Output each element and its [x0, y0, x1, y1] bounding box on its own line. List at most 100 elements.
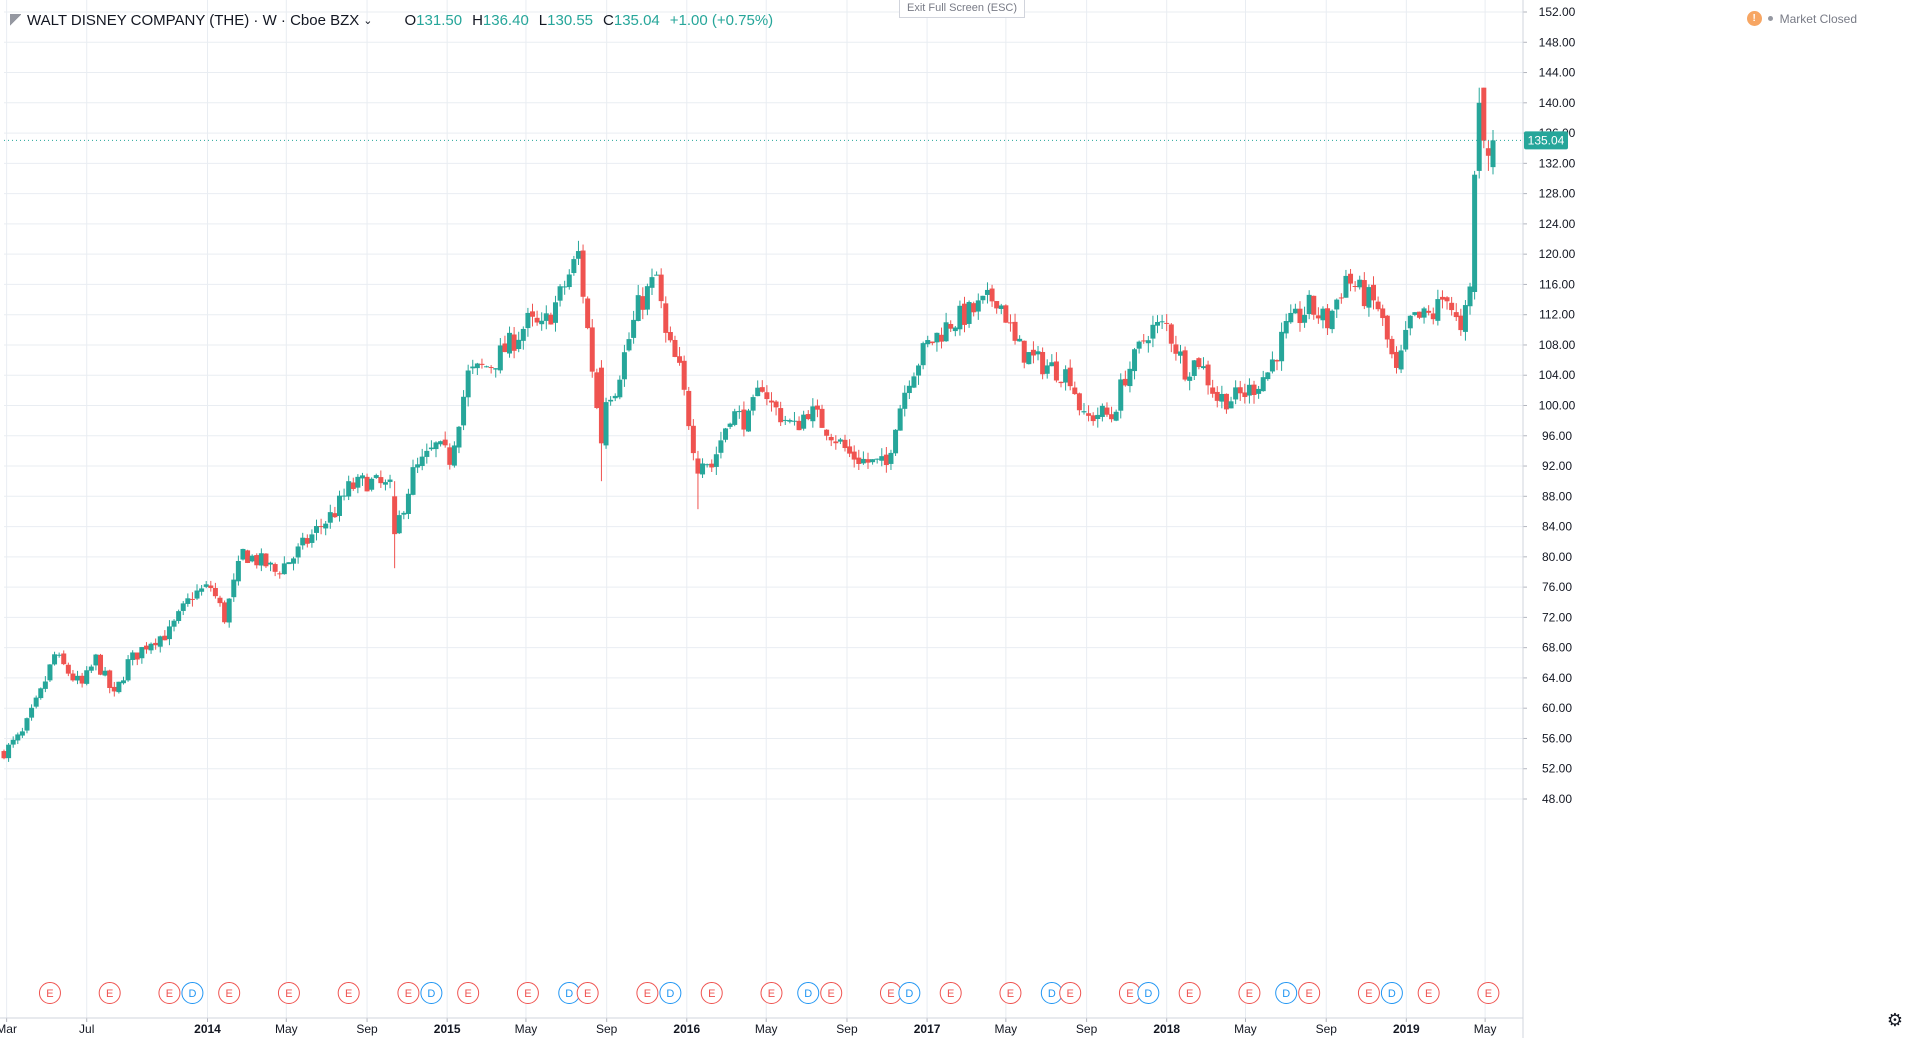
candle-body	[507, 332, 513, 354]
candle-body	[1476, 102, 1482, 171]
time-tick-label: 2016	[673, 1022, 700, 1036]
candle-body	[442, 439, 448, 446]
candle-body	[916, 365, 922, 376]
candle-body	[75, 675, 81, 681]
event-marker-label: E	[1485, 988, 1492, 1000]
candle-body	[525, 312, 531, 329]
candle-body	[120, 680, 126, 684]
symbol-name[interactable]: WALT DISNEY COMPANY (THE) · W · Cboe BZX	[27, 11, 360, 29]
price-tick-label: 96.00	[1542, 429, 1572, 443]
candle-body	[1444, 297, 1450, 302]
candle-body	[1086, 413, 1092, 416]
event-marker-label: E	[46, 988, 53, 1000]
time-tick-label: Jul	[79, 1022, 94, 1036]
collapse-icon[interactable]	[10, 14, 21, 26]
price-tick-label: 52.00	[1542, 762, 1572, 776]
candle-body	[819, 408, 825, 428]
warning-icon[interactable]: !	[1746, 11, 1762, 26]
candle-body	[1205, 364, 1211, 386]
candle-body	[88, 666, 94, 671]
earnings-marker	[457, 982, 480, 1004]
candle-body	[1007, 322, 1013, 324]
candle-body	[1320, 308, 1326, 321]
candle-body	[1132, 349, 1138, 372]
candle-body	[911, 376, 917, 388]
event-marker-label: E	[285, 988, 292, 1000]
candle-body	[755, 387, 761, 397]
candle-body	[336, 495, 342, 516]
candle-body	[649, 277, 655, 288]
symbol-legend: WALT DISNEY COMPANY (THE) · W · Cboe BZX…	[0, 8, 773, 32]
candle-body	[1063, 369, 1069, 383]
candle-body	[1113, 411, 1119, 421]
candle-body	[612, 395, 618, 399]
candle-body	[1306, 294, 1312, 315]
candle-body	[998, 305, 1004, 309]
event-marker-label: D	[427, 988, 435, 1000]
earnings-marker	[939, 982, 962, 1004]
open-value: 131.50	[416, 11, 463, 29]
price-tick-label: 120.00	[1539, 247, 1576, 261]
candle-body	[1017, 338, 1023, 342]
candle-body	[258, 553, 264, 566]
candle-body	[782, 419, 788, 421]
candle-body	[401, 512, 407, 515]
price-tick-label: 64.00	[1542, 671, 1572, 685]
price-axis: 48.00 52.00 56.00 60.00 64.00 68.00 72.00 76.00…	[4, 0, 1576, 1038]
candle-body	[1090, 415, 1096, 422]
candle-body	[47, 664, 53, 681]
price-tick-label: 72.00	[1542, 610, 1572, 624]
candle-body	[327, 512, 333, 523]
candle-body	[764, 392, 770, 400]
candle-body	[1343, 275, 1349, 298]
price-tick-label: 116.00	[1539, 277, 1575, 291]
earnings-marker	[218, 982, 241, 1004]
candle-body	[1012, 321, 1018, 341]
candle-body	[1325, 308, 1331, 329]
candle-body	[562, 286, 568, 288]
candle-body	[1472, 174, 1478, 292]
candle-body	[768, 400, 774, 403]
time-tick-label: 2014	[194, 1022, 221, 1036]
candle-body	[801, 414, 807, 429]
low-label: L	[538, 11, 548, 29]
candle-body	[1141, 340, 1147, 342]
gear-icon[interactable]: ⚙	[1886, 1010, 1904, 1030]
candle-body	[952, 327, 958, 332]
candle-body	[667, 332, 673, 341]
candle-body	[484, 366, 490, 368]
price-tick-label: 60.00	[1542, 701, 1572, 715]
candle-body	[658, 274, 664, 302]
candle-body	[56, 654, 62, 656]
candle-body	[856, 457, 862, 464]
candle-body	[851, 451, 857, 460]
candle-body	[631, 319, 637, 338]
candle-body	[1223, 393, 1229, 410]
candle-body	[566, 274, 572, 288]
exit-fullscreen-button[interactable]: Exit Full Screen (ESC)	[899, 0, 1026, 18]
candle-body	[281, 563, 287, 575]
candle-body	[1191, 360, 1197, 376]
candle-body	[1159, 321, 1165, 323]
time-tick-label: 2018	[1153, 1022, 1180, 1036]
market-status: ! Market Closed	[1746, 11, 1857, 26]
candle-body	[598, 367, 604, 444]
candle-body	[199, 588, 205, 592]
candle-body	[837, 439, 843, 442]
high-value: 136.40	[482, 11, 529, 29]
price-tick-label: 100.00	[1539, 399, 1576, 413]
candle-body	[176, 611, 182, 622]
candle-body	[189, 598, 195, 600]
candle-body	[433, 442, 439, 450]
earnings-marker	[516, 982, 539, 1004]
event-marker-label: E	[1126, 988, 1133, 1000]
candle-body	[474, 363, 480, 369]
chevron-down-icon[interactable]: ⌄	[363, 14, 373, 27]
candle-body	[847, 446, 853, 454]
candle-body	[589, 327, 595, 372]
candle-body	[543, 313, 549, 321]
dividend-marker	[797, 982, 820, 1004]
candle-body	[635, 295, 641, 321]
candle-body	[874, 458, 880, 460]
